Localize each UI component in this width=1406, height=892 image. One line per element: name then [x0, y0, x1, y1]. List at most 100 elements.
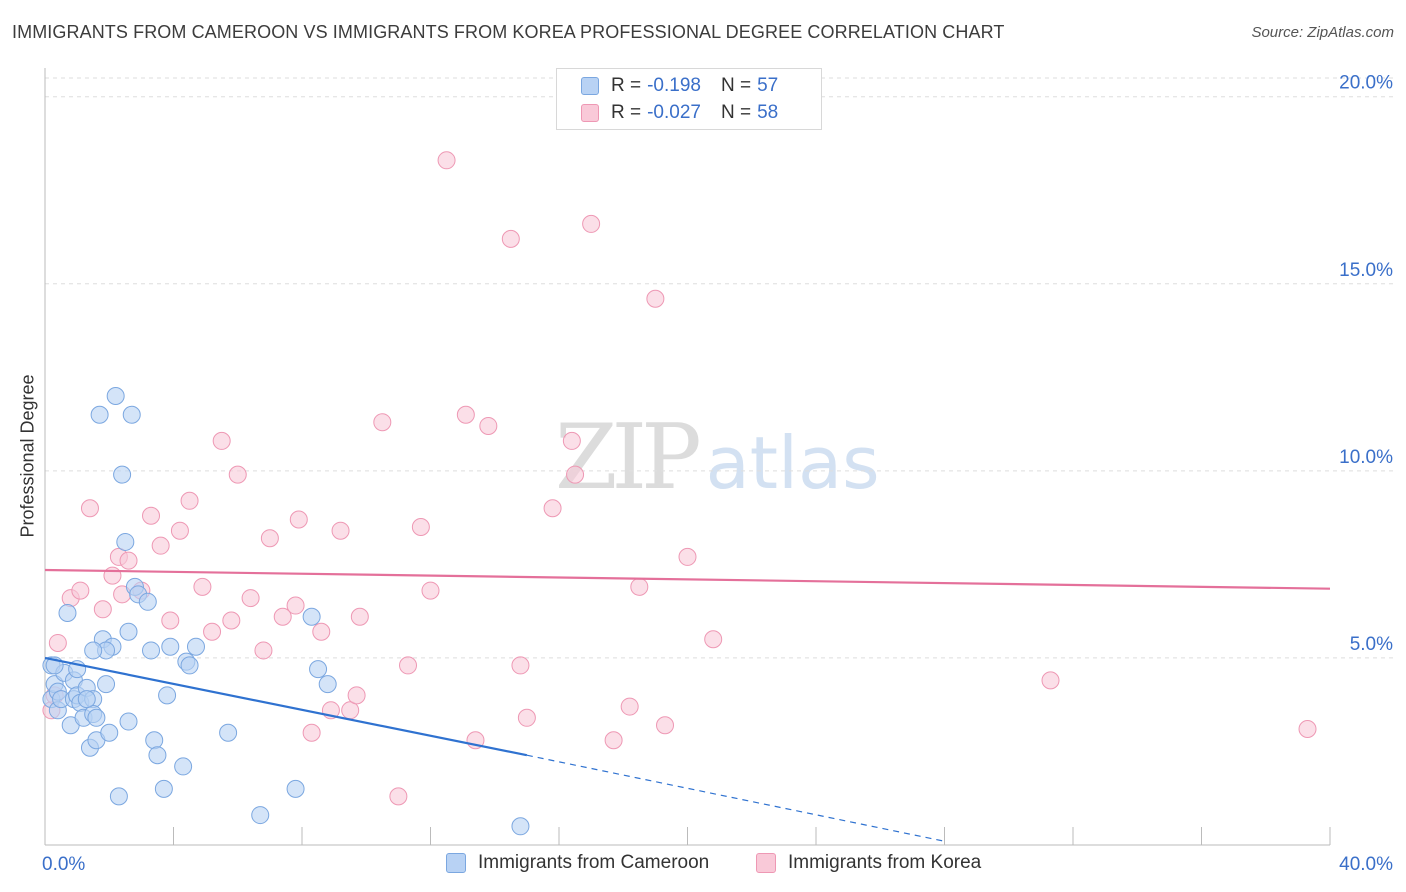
y-tick-label-1: 10.0% — [1339, 447, 1393, 468]
korea-point-48 — [562, 431, 581, 450]
korea-point-41 — [456, 405, 475, 424]
cameroon-point-24 — [100, 723, 119, 742]
cameroon-point-45 — [219, 723, 238, 742]
tick-labels: 5.0% 10.0% 15.0% 20.0% 0.0% 40.0% — [42, 73, 1393, 875]
korea-point-17 — [193, 577, 212, 596]
x-tick-label-start: 0.0% — [42, 854, 85, 875]
cameroon-point-31 — [122, 405, 141, 424]
cameroon-point-54 — [119, 712, 138, 731]
cameroon-point-27 — [109, 787, 128, 806]
cameroon-point-48 — [302, 607, 321, 626]
korea-point-47 — [543, 499, 562, 518]
cameroon-point-53 — [77, 690, 96, 709]
chart-title: IMMIGRANTS FROM CAMEROON VS IMMIGRANTS F… — [12, 22, 1005, 42]
cameroon-point-28 — [113, 465, 132, 484]
korea-point-37 — [399, 656, 418, 675]
legend-n-value-cameroon: 57 — [757, 75, 779, 96]
cameroon-point-44 — [186, 637, 205, 656]
grid-lines — [45, 77, 1395, 659]
legend-item-cameroon[interactable]: Immigrants from Cameroon — [446, 852, 709, 874]
korea-point-31 — [331, 521, 350, 540]
watermark-atlas: atlas — [705, 421, 880, 505]
cameroon-point-51 — [511, 817, 530, 836]
korea-point-22 — [241, 589, 260, 608]
cameroon-trend-line — [44, 656, 528, 757]
korea-point-28 — [302, 723, 321, 742]
korea-trend-line — [44, 568, 1331, 590]
legend-row-cameroon: R = -0.198 N = 57 — [581, 74, 778, 98]
y-tick-label-0: 5.0% — [1350, 634, 1393, 655]
korea-point-51 — [604, 731, 623, 750]
trend-lines — [44, 568, 1331, 842]
legend-row-korea: R = -0.027 N = 58 — [581, 101, 778, 125]
cameroon-point-29 — [116, 532, 135, 551]
watermark-zip: ZIP — [555, 405, 702, 510]
korea-point-50 — [582, 214, 601, 233]
korea-point-20 — [222, 611, 241, 630]
korea-point-32 — [341, 701, 360, 720]
cameroon-point-36 — [145, 731, 164, 750]
korea-point-43 — [479, 416, 498, 435]
legend-swatch-cameroon — [581, 77, 599, 95]
korea-point-15 — [170, 521, 189, 540]
cameroon-point-19 — [87, 708, 106, 727]
cameroon-point-35 — [142, 641, 161, 660]
legend-swatch-korea — [581, 104, 599, 122]
korea-point-39 — [421, 581, 440, 600]
korea-point-59 — [1298, 720, 1317, 739]
cameroon-point-34 — [138, 592, 157, 611]
legend-r-label: R = — [611, 102, 642, 123]
korea-point-14 — [161, 611, 180, 630]
korea-point-57 — [704, 630, 723, 649]
legend-item-korea[interactable]: Immigrants from Korea — [756, 852, 981, 874]
correlation-legend: R = -0.198 N = 57 R = -0.027 N = 58 — [556, 68, 822, 130]
cameroon-point-37 — [148, 746, 167, 765]
cameroon-point-21 — [90, 405, 109, 424]
korea-point-34 — [350, 607, 369, 626]
cameroon-point-23 — [97, 675, 116, 694]
cameroon-point-56 — [84, 641, 103, 660]
korea-point-13 — [151, 536, 170, 555]
korea-point-46 — [517, 708, 536, 727]
korea-point-12 — [142, 506, 161, 525]
legend-swatch-cameroon — [446, 853, 466, 873]
cameroon-point-39 — [158, 686, 177, 705]
korea-point-44 — [501, 229, 520, 248]
korea-point-2 — [48, 633, 67, 652]
korea-point-33 — [347, 686, 366, 705]
korea-point-55 — [656, 716, 675, 735]
cameroon-point-50 — [318, 675, 337, 694]
korea-point-29 — [312, 622, 331, 641]
korea-point-21 — [228, 465, 247, 484]
korea-point-45 — [511, 656, 530, 675]
cameroon-point-26 — [106, 387, 125, 406]
korea-points — [42, 151, 1317, 806]
korea-point-4 — [71, 581, 90, 600]
legend-r-value-korea: -0.027 — [647, 102, 701, 123]
korea-point-18 — [203, 622, 222, 641]
korea-point-40 — [437, 151, 456, 170]
korea-point-23 — [254, 641, 273, 660]
series-legend: Immigrants from Cameroon Immigrants from… — [0, 852, 1406, 878]
cameroon-point-7 — [58, 604, 77, 623]
korea-point-10 — [119, 551, 138, 570]
korea-point-19 — [212, 431, 231, 450]
cameroon-point-49 — [309, 660, 328, 679]
cameroon-point-38 — [154, 779, 173, 798]
korea-point-5 — [80, 499, 99, 518]
korea-point-6 — [93, 600, 112, 619]
source-label: Source: ZipAtlas.com — [1251, 24, 1394, 41]
korea-point-36 — [389, 787, 408, 806]
legend-n-label: N = — [720, 102, 752, 123]
axes — [44, 68, 1331, 846]
y-tick-label-2: 15.0% — [1339, 260, 1393, 281]
korea-point-56 — [678, 547, 697, 566]
cameroon-point-40 — [161, 637, 180, 656]
cameroon-point-43 — [180, 656, 199, 675]
watermark: ZIP atlas — [555, 405, 880, 510]
cameroon-point-47 — [286, 779, 305, 798]
korea-point-16 — [180, 491, 199, 510]
korea-point-38 — [411, 517, 430, 536]
korea-point-27 — [289, 510, 308, 529]
